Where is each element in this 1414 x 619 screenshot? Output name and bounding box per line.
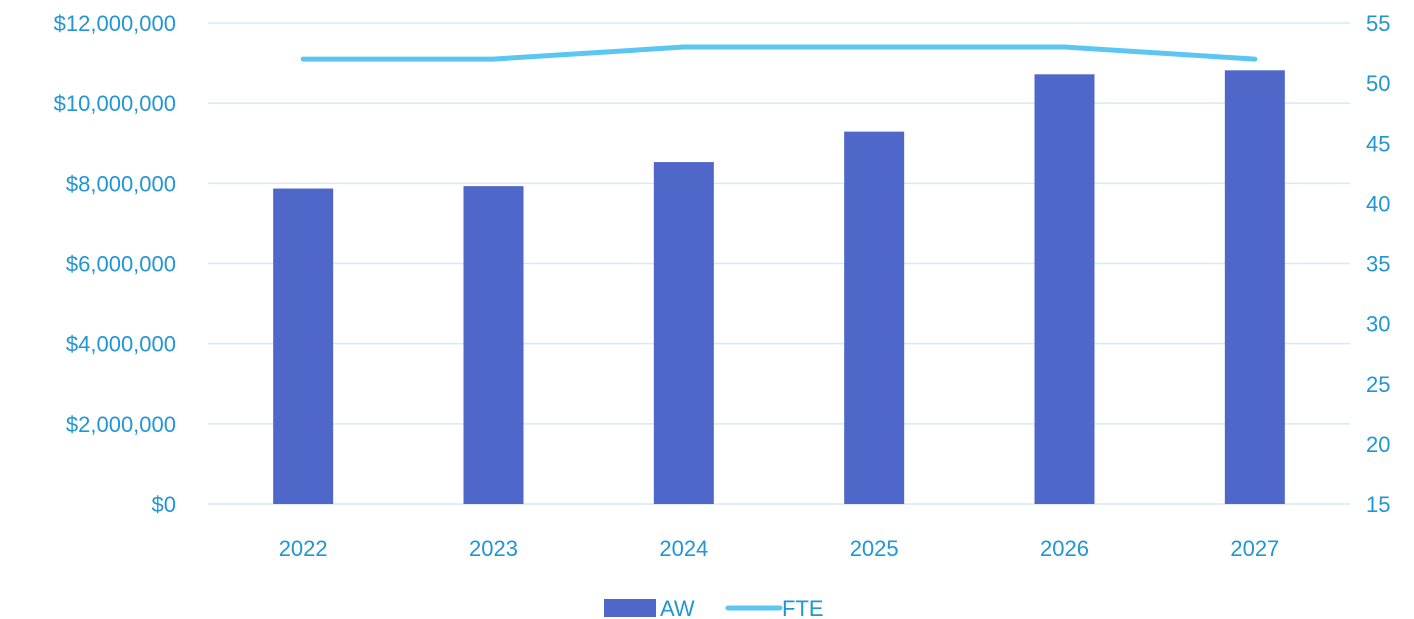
left-tick-label: $6,000,000 [66,252,176,277]
right-tick-label: 30 [1366,312,1390,337]
right-tick-label: 35 [1366,252,1390,277]
bar-series-aw [273,70,1285,504]
legend-label-fte: FTE [782,596,824,619]
left-tick-label: $4,000,000 [66,332,176,357]
gridlines [208,22,1350,505]
x-tick-label: 2022 [279,536,328,561]
right-tick-label: 55 [1366,11,1390,36]
legend: AW FTE [604,596,824,619]
fte-line [300,44,1258,62]
bar-2026 [1034,74,1095,504]
x-tick-label: 2026 [1040,536,1089,561]
left-axis: $0 $2,000,000 $4,000,000 $6,000,000 $8,000,0… [54,11,176,517]
left-tick-label: $2,000,000 [66,412,176,437]
left-tick-label: $10,000,000 [54,91,176,116]
bar-2027 [1224,70,1285,504]
x-tick-label: 2024 [659,536,708,561]
bar-2022 [273,188,334,504]
right-tick-label: 50 [1366,71,1390,96]
legend-label-aw: AW [660,596,695,619]
right-tick-label: 45 [1366,131,1390,156]
x-tick-label: 2027 [1230,536,1279,561]
line-series-fte [300,44,1258,62]
right-tick-label: 25 [1366,372,1390,397]
x-tick-label: 2025 [850,536,899,561]
left-tick-label: $8,000,000 [66,171,176,196]
right-tick-label: 40 [1366,191,1390,216]
bar-2024 [653,162,714,504]
right-tick-label: 15 [1366,492,1390,517]
left-tick-label: $12,000,000 [54,11,176,36]
bar-2025 [844,131,905,504]
left-tick-label: $0 [152,492,176,517]
x-tick-label: 2023 [469,536,518,561]
right-tick-label: 20 [1366,432,1390,457]
legend-swatch-aw [604,599,656,617]
bar-2023 [463,186,524,504]
x-axis: 2022 2023 2024 2025 2026 2027 [279,536,1280,561]
right-axis: 15 20 25 30 35 40 45 50 55 [1366,11,1390,517]
